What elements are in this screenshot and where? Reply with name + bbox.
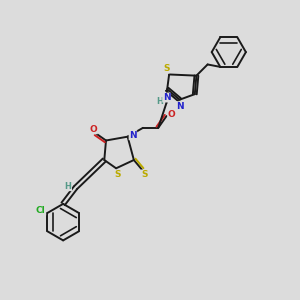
Text: S: S <box>114 170 121 179</box>
Text: N: N <box>129 131 137 140</box>
Text: H: H <box>157 97 164 106</box>
Text: O: O <box>90 125 98 134</box>
Text: S: S <box>163 64 169 73</box>
Text: H: H <box>65 182 72 191</box>
Text: O: O <box>168 110 176 119</box>
Text: N: N <box>176 102 183 111</box>
Text: N: N <box>163 93 170 102</box>
Text: S: S <box>141 170 147 179</box>
Text: Cl: Cl <box>36 206 46 215</box>
